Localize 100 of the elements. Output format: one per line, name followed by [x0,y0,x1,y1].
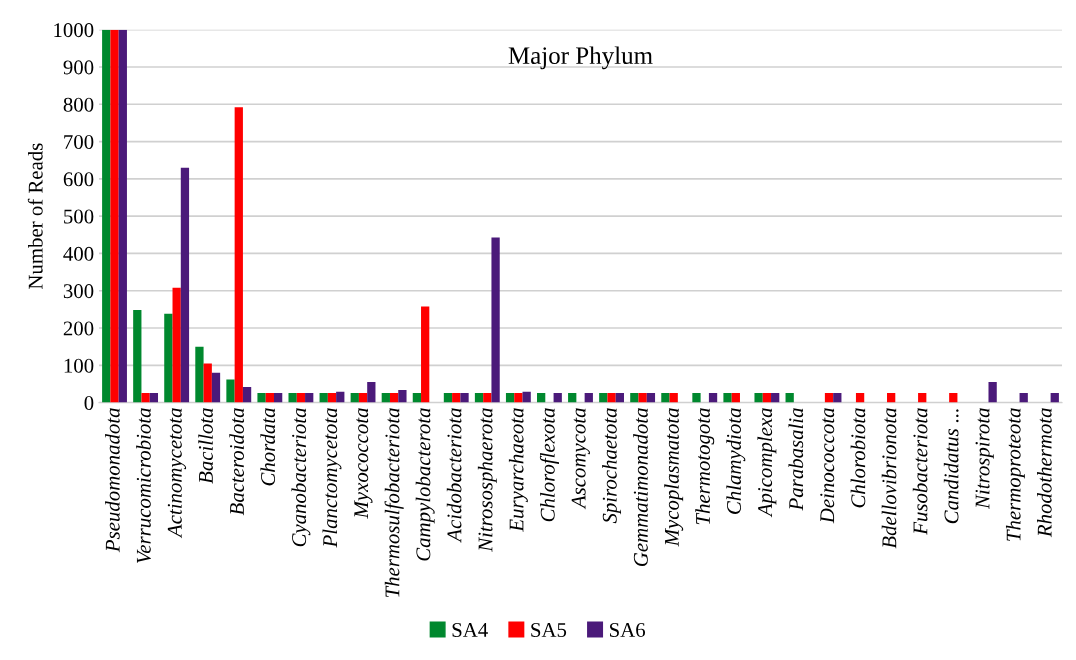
bar [350,392,359,403]
bar [615,392,624,403]
bar [505,392,515,403]
bar [771,392,780,403]
x-tick-label: Fusobacteriota [912,408,928,535]
x-tick-label: Planctomycetota [322,408,342,548]
bar [833,392,842,403]
bar [692,392,701,403]
bar [474,392,484,403]
x-tick-label: Thermoproteota [1005,408,1025,541]
bar [460,392,469,403]
y-tick-label: 800 [63,97,94,112]
bar [305,392,314,403]
y-tick-label: 600 [63,172,94,187]
bar [412,392,422,403]
x-tick-label: Parabasalia [788,408,804,511]
legend-label: SA6 [610,623,646,638]
y-tick-label: 300 [63,284,94,299]
bar [381,392,390,403]
y-tick-label: 0 [84,395,94,411]
bar [288,392,297,403]
y-tick-label: 400 [63,246,94,261]
bar [273,392,283,403]
x-tick-label: Apicomplexa [757,408,777,518]
bar [265,392,274,403]
x-tick-label: Gemmatimonadota [633,408,648,567]
bar [988,382,997,403]
x-tick-label: Deinococcota [820,408,835,524]
x-tick-label: Campylobacterota [415,408,435,561]
x-tick-label: Rhodothermota [1037,408,1052,538]
bar [164,313,173,403]
bar [785,392,794,403]
y-tick-label: 900 [63,60,94,75]
bar [731,392,740,403]
x-tick-label: Thermotogota [695,408,715,525]
bar [708,392,718,403]
bar [638,392,647,403]
x-tick-label: Pseudomonadota [105,408,120,553]
bar [855,392,865,403]
x-tick-label: Myxococcota [354,408,373,519]
bar [234,107,243,403]
bar [149,392,159,403]
y-tick-label: 100 [64,358,94,373]
bar [599,392,608,403]
bar [723,392,732,403]
text: Major Phylum [508,46,653,70]
y-tick-label: 1000 [54,23,94,38]
bar [327,392,337,403]
bar [646,392,656,403]
x-tick-label: Cyanobacteriota [291,408,311,547]
bar [584,392,593,403]
x-tick-label: Actinomycetota [167,408,187,539]
bar [918,392,927,403]
x-tick-label: Verrucomicrobiota [136,408,151,563]
bar [203,363,212,403]
x-tick-label: Chlamydiota [726,408,746,514]
x-tick-label: Ascomycota [571,408,590,510]
bar [887,392,896,403]
bar [553,392,562,403]
x-tick-label: Bacteroidota [229,408,245,516]
x-tick-label: Acidobacteriota [446,408,462,543]
x-tick-label: Chloroflexota [539,408,559,522]
y-tick-label: 700 [64,134,94,149]
x-tick-label: Bacillota [198,408,213,484]
bar [1019,392,1028,403]
bar [754,392,763,403]
bar [421,306,430,403]
y-tick-label: 500 [64,209,94,224]
x-tick-label: Spirochaetota [602,408,622,524]
bar [110,29,119,403]
bar [180,167,190,403]
legend-label: SA4 [452,623,488,638]
bar [669,392,678,403]
bar [358,392,368,403]
bar [102,29,111,403]
bar [398,389,407,403]
bar [389,392,399,403]
bar [824,392,834,403]
bar [141,392,150,403]
x-tick-label: Chordata [260,408,276,486]
legend-label: SA5 [531,623,567,638]
bar [452,392,461,403]
x-tick-label: Candidatus ... [943,409,959,524]
x-tick-label: Nitrososphaerota [477,408,497,552]
x-tick-label: Thermosulfobacteriota [384,408,404,598]
bar [1050,392,1059,403]
bar [568,392,577,403]
x-tick-label: Euryarchaeota [508,408,528,532]
bar [514,392,523,403]
bar [607,392,616,403]
bar [118,29,127,403]
bar [195,346,204,403]
bar [367,382,376,403]
bar [226,379,235,403]
bar [537,392,546,403]
bar [211,372,221,403]
bar [319,392,328,403]
bar [443,392,453,403]
y-axis-title: Number of Reads [27,143,43,290]
bar [257,392,266,403]
